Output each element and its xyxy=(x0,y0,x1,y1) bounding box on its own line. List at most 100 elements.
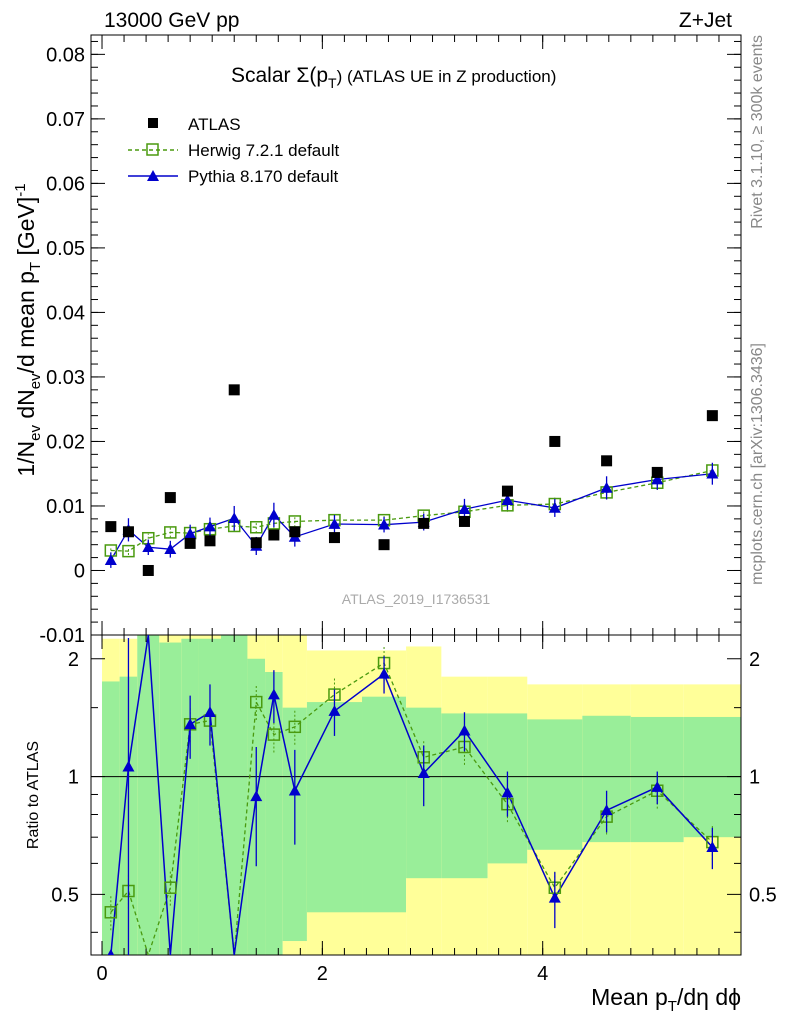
rivet-side-label: Rivet 3.1.10, ≥ 300k events xyxy=(749,35,766,229)
atlas-point xyxy=(549,435,561,447)
main-y-tick-label: 0 xyxy=(74,560,85,582)
pythia-point xyxy=(378,518,391,530)
pythia-point xyxy=(104,554,117,565)
legend-herwig-marker xyxy=(146,143,159,156)
main-y-tick-label: 0.01 xyxy=(46,496,85,518)
axis-tick-labels: -0.01 0 0.01 0.02 0.03 0.04 0.05 0.06 0.07 0.08 0.… xyxy=(39,44,776,985)
pythia-ratio-point xyxy=(203,706,216,718)
pythia-ratio-point xyxy=(706,841,719,852)
pythia-point xyxy=(184,527,197,539)
ratio-band-green xyxy=(683,716,741,838)
pythia-ratio-point xyxy=(122,760,135,772)
main-y-tick-label: 0.02 xyxy=(46,431,85,453)
herwig-point xyxy=(122,544,135,558)
herwig-point xyxy=(164,526,177,539)
ratio-band-green xyxy=(265,672,283,955)
pythia-point xyxy=(458,503,471,514)
ratio-band-green xyxy=(221,635,248,955)
ratio-marks xyxy=(104,635,719,955)
ratio-uncertainty-bands xyxy=(102,635,741,955)
pythia-point xyxy=(706,467,719,479)
ratio-y-axis-label: Ratio to ATLAS xyxy=(25,741,42,849)
ratio-band-green xyxy=(527,719,583,850)
atlas-point xyxy=(601,455,613,467)
pythia-ratio-point xyxy=(417,767,430,779)
ratio-y-tick-label-right: 2 xyxy=(749,649,760,671)
ratio-y-tick-label: 0.5 xyxy=(51,884,79,906)
process-label: Z+Jet xyxy=(679,9,732,32)
atlas-point xyxy=(501,485,513,497)
atlas-point xyxy=(228,384,240,396)
atlas-point xyxy=(105,521,117,533)
legend-atlas-label: ATLAS xyxy=(188,115,241,134)
main-y-axis-label: 1/Nev dNev/d mean pT [GeV]-1 xyxy=(12,183,44,476)
pythia-point xyxy=(228,512,241,524)
ratio-y-tick-label: 2 xyxy=(68,649,79,671)
x-axis-label: Mean pT/dη dϕ xyxy=(591,984,741,1015)
legend-herwig-label: Herwig 7.2.1 default xyxy=(188,141,339,160)
herwig-ratio-point xyxy=(288,720,302,734)
herwig-ratio-point xyxy=(164,881,177,894)
ratio-band-green xyxy=(159,642,182,955)
pythia-ratio-point xyxy=(328,705,341,716)
atlas-point xyxy=(328,532,340,544)
atlas-point xyxy=(651,466,663,478)
pythia-series-line xyxy=(110,473,713,561)
legend: ATLAS Herwig 7.2.1 default Pythia 8.170 … xyxy=(128,115,339,186)
pythia-point xyxy=(328,518,341,529)
data-marks xyxy=(104,384,719,955)
pythia-point xyxy=(203,520,216,532)
pythia-ratio-point xyxy=(267,688,280,700)
atlas-point xyxy=(250,537,262,549)
ratio-band-green xyxy=(362,696,407,913)
ratio-y-tick-label-right: 1 xyxy=(749,767,760,789)
pythia-point xyxy=(548,501,561,513)
main-y-tick-label: -0.01 xyxy=(39,625,85,647)
main-y-tick-label: 0.08 xyxy=(46,44,85,66)
atlas-point xyxy=(142,564,154,576)
ratio-band-green xyxy=(181,638,199,955)
atlas-point xyxy=(706,410,718,422)
x-tick-label: 2 xyxy=(317,963,328,985)
main-y-tick-label: 0.05 xyxy=(46,238,85,260)
pythia-point xyxy=(267,509,280,520)
pythia-ratio-point xyxy=(548,891,561,903)
atlas-point xyxy=(164,492,176,504)
x-tick-label: 4 xyxy=(537,963,548,985)
herwig-ratio-point xyxy=(267,728,281,741)
x-tick-label: 0 xyxy=(96,963,107,985)
pythia-ratio-point xyxy=(501,786,514,798)
ratio-band-green xyxy=(306,702,363,913)
ratio-plot-frame xyxy=(90,634,742,956)
atlas-point xyxy=(378,539,390,551)
pythia-point xyxy=(501,494,514,505)
ratio-y-tick-label: 1 xyxy=(68,767,79,789)
pythia-point xyxy=(164,543,177,554)
herwig-ratio-point xyxy=(104,906,118,919)
pythia-ratio-point xyxy=(651,781,664,792)
pythia-ratio-point xyxy=(600,804,613,816)
analysis-id: ATLAS_2019_I1736531 xyxy=(342,591,491,607)
legend-pythia-marker xyxy=(147,170,159,181)
pythia-ratio-point xyxy=(107,949,115,955)
main-y-tick-label: 0.04 xyxy=(46,302,85,324)
herwig-series-line xyxy=(110,469,713,552)
axis-ticks xyxy=(91,35,741,955)
atlas-point xyxy=(458,515,470,527)
pythia-point xyxy=(142,541,155,553)
main-y-tick-label: 0.06 xyxy=(46,173,85,195)
plot-title: Scalar Σ(pT) (ATLAS UE in Z production) xyxy=(231,64,556,91)
herwig-point xyxy=(250,521,263,534)
pythia-ratio-point xyxy=(458,724,471,736)
pythia-ratio-point xyxy=(184,718,197,730)
atlas-point xyxy=(418,517,430,529)
herwig-ratio-point xyxy=(250,695,263,709)
pythia-point xyxy=(651,473,664,485)
ratio-y-tick-label-right: 0.5 xyxy=(749,884,777,906)
main-y-tick-label: 0.03 xyxy=(46,367,85,389)
legend-atlas-marker xyxy=(148,118,158,128)
pythia-point xyxy=(600,481,613,493)
atlas-point xyxy=(289,526,301,538)
atlas-point xyxy=(122,526,134,538)
